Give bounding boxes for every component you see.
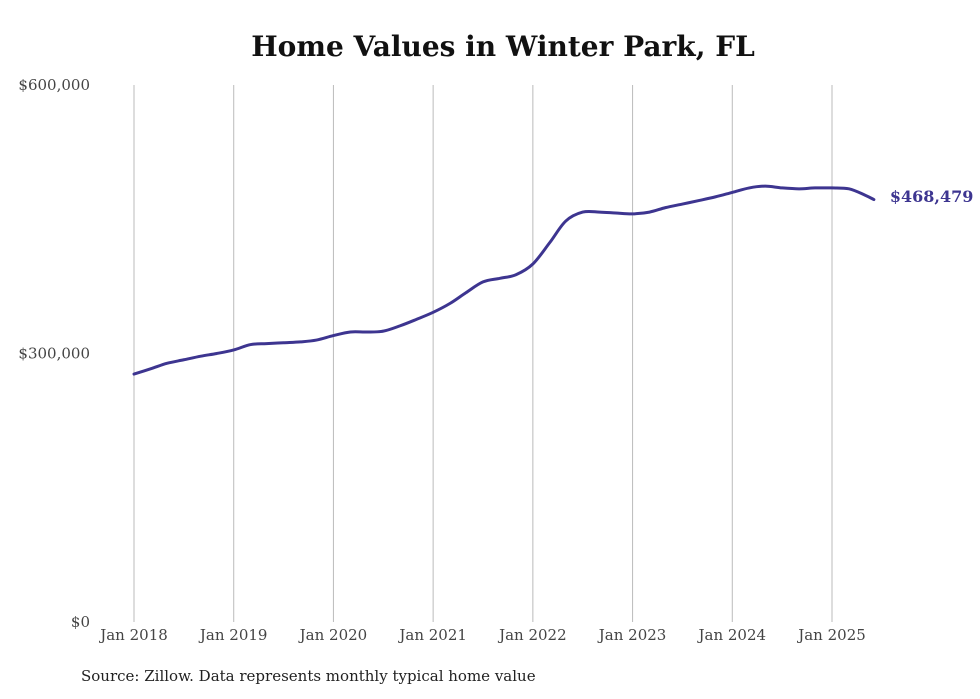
- grid-lines: [133, 85, 833, 622]
- x-tick-label: Jan 2022: [497, 626, 567, 644]
- x-tick-label: Jan 2020: [298, 626, 368, 644]
- y-tick-label: $600,000: [18, 76, 90, 94]
- end-value-label: $468,479: [890, 187, 974, 206]
- y-tick-label: $0: [71, 613, 90, 631]
- x-tick-label: Jan 2025: [796, 626, 866, 644]
- end-value-layer: $468,479: [890, 187, 974, 206]
- series-layer: [132, 184, 876, 376]
- y-tick-label: $300,000: [18, 345, 90, 363]
- x-axis-ticks: Jan 2018 Jan 2019 Jan 2020 Jan 2021 Jan 2022…: [98, 626, 866, 644]
- x-tick-label: Jan 2021: [397, 626, 467, 644]
- series-line: [132, 184, 876, 376]
- x-tick-label: Jan 2018: [98, 626, 168, 644]
- chart-title: Home Values in Winter Park, FL: [251, 30, 755, 63]
- x-tick-label: Jan 2023: [597, 626, 667, 644]
- y-axis-ticks: $0 $300,000 $600,000: [18, 76, 90, 631]
- source-note: Source: Zillow. Data represents monthly …: [81, 667, 536, 685]
- x-tick-label: Jan 2024: [697, 626, 767, 644]
- x-tick-label: Jan 2019: [198, 626, 268, 644]
